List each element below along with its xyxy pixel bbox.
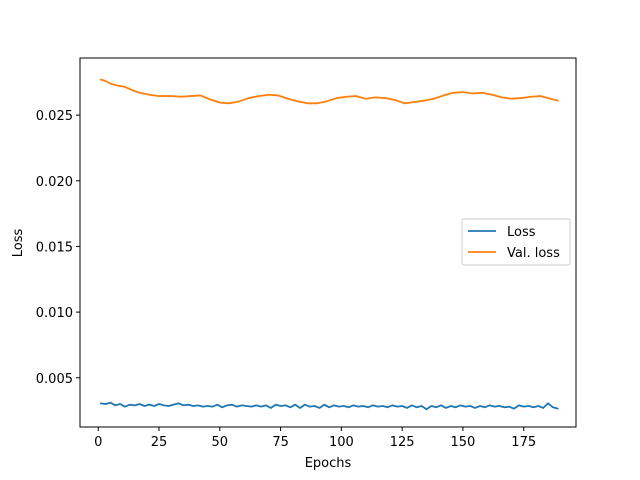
x-tick-label: 150	[451, 435, 476, 450]
y-tick-label: 0.020	[36, 175, 73, 190]
y-tick-label: 0.025	[36, 109, 73, 124]
x-tick-label: 75	[272, 435, 289, 450]
y-axis: 0.005 0.010 0.015 0.020 0.025	[36, 109, 80, 387]
legend-label-loss: Loss	[507, 225, 536, 240]
y-axis-label: Loss	[11, 229, 26, 258]
y-tick-label: 0.010	[36, 306, 73, 321]
series-line-val-loss	[99, 78, 559, 105]
x-axis-label: Epochs	[305, 456, 352, 471]
legend-label-val-loss: Val. loss	[507, 246, 560, 261]
y-tick-label: 0.005	[36, 372, 73, 387]
y-tick-label: 0.015	[36, 240, 73, 255]
x-tick-label: 100	[329, 435, 354, 450]
x-tick-label: 25	[151, 435, 168, 450]
x-tick-label: 50	[212, 435, 229, 450]
plot-frame	[79, 57, 577, 428]
legend: Loss Val. loss	[461, 218, 571, 266]
x-tick-label: 0	[94, 435, 102, 450]
x-tick-label: 125	[390, 435, 415, 450]
x-axis: 0 25 50 75 100 125 150 175	[94, 427, 536, 450]
x-tick-label: 175	[511, 435, 536, 450]
plot-area	[99, 78, 559, 411]
series-line-loss	[99, 401, 559, 411]
